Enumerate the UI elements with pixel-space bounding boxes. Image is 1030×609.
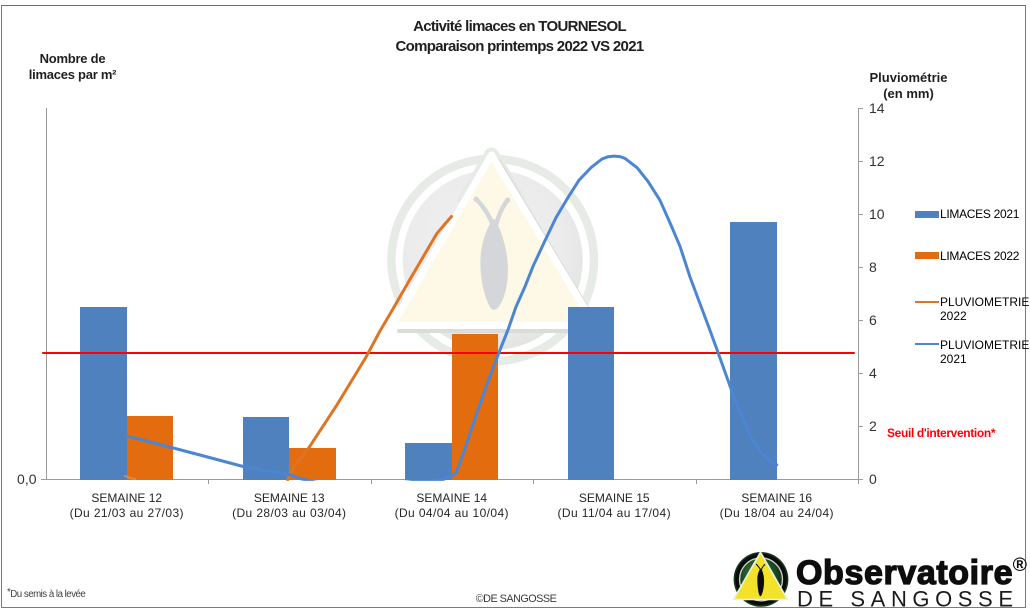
svg-text:®: ® <box>1013 554 1028 576</box>
svg-text:DE SANGOSSE: DE SANGOSSE <box>797 587 1013 609</box>
svg-text:Observatoire: Observatoire <box>796 554 1013 592</box>
